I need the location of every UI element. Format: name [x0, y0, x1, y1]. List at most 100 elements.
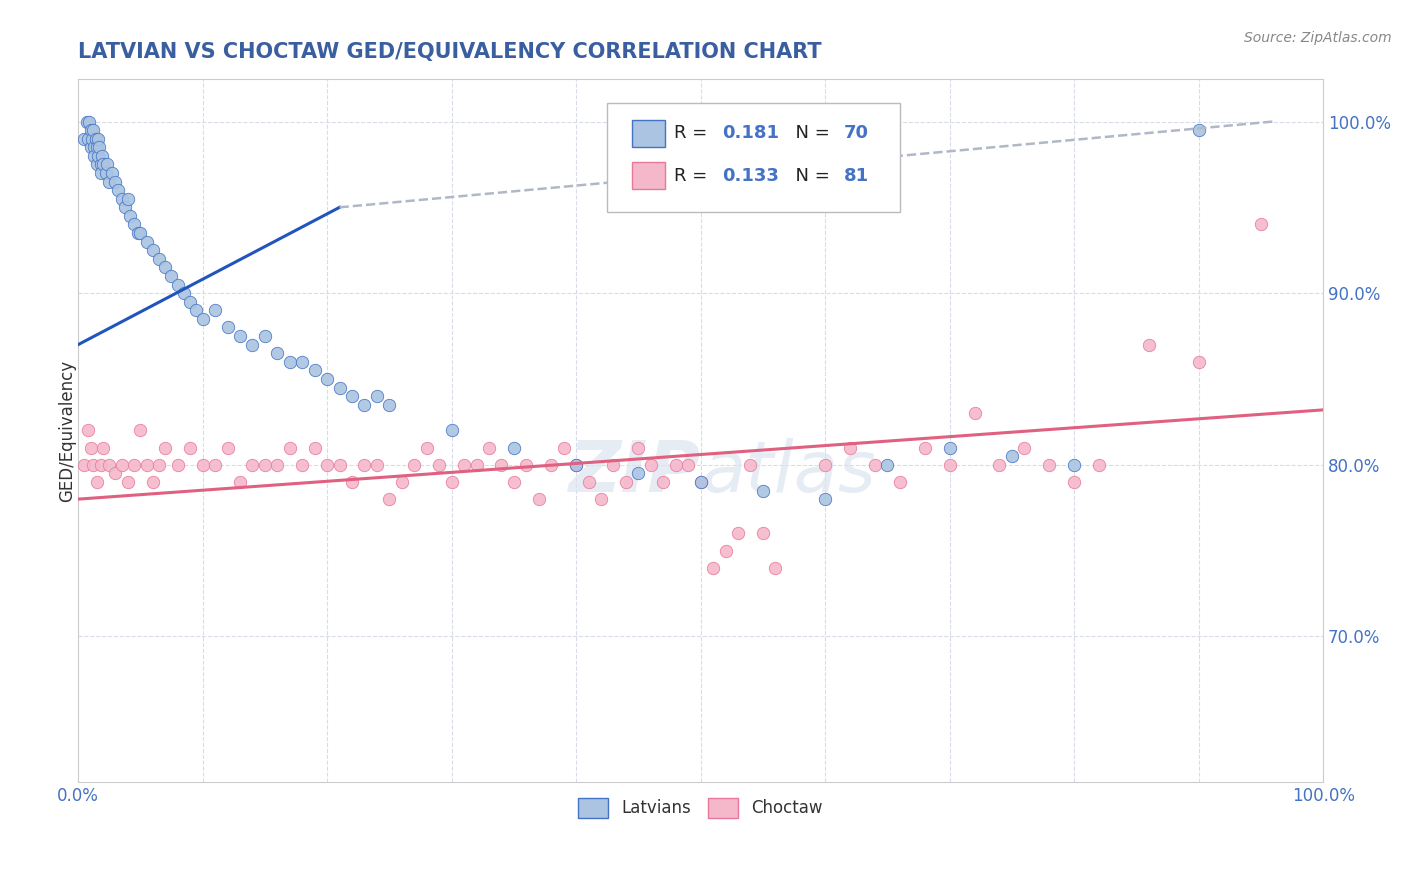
Point [86, 157, 108, 171]
Point [89, 166, 111, 180]
Point [316, 372, 339, 386]
Point [740, 458, 762, 472]
Point [142, 475, 165, 489]
Point [100, 166, 122, 180]
Point [304, 441, 326, 455]
Text: R =: R = [675, 125, 713, 143]
Point [340, 475, 363, 489]
Point [98, 175, 121, 189]
Point [689, 475, 711, 489]
Point [565, 458, 588, 472]
Point [87, 131, 110, 145]
Point [814, 492, 837, 507]
Point [91, 157, 114, 171]
Point [329, 458, 352, 472]
Point [889, 475, 911, 489]
Point [366, 458, 388, 472]
Point [266, 458, 288, 472]
Point [1014, 441, 1036, 455]
Point [135, 235, 157, 249]
Point [89, 140, 111, 154]
Point [79, 140, 101, 154]
Point [353, 458, 375, 472]
Point [77, 131, 100, 145]
Point [727, 526, 749, 541]
Point [173, 286, 195, 301]
Point [73, 458, 96, 472]
Point [229, 329, 252, 343]
Legend: Latvians, Choctaw: Latvians, Choctaw [572, 791, 830, 825]
Point [155, 441, 177, 455]
Point [83, 149, 105, 163]
Point [752, 526, 775, 541]
Text: N =: N = [785, 167, 835, 185]
Point [129, 424, 152, 438]
Point [540, 458, 562, 472]
Point [676, 458, 699, 472]
Point [242, 458, 264, 472]
Point [440, 424, 463, 438]
Point [938, 441, 960, 455]
Point [453, 458, 475, 472]
Point [82, 458, 104, 472]
Y-axis label: GED/Equivalency: GED/Equivalency [58, 359, 76, 501]
Point [589, 492, 612, 507]
Point [391, 475, 413, 489]
Point [86, 140, 108, 154]
Point [94, 166, 117, 180]
Point [329, 380, 352, 394]
Point [404, 458, 426, 472]
Point [914, 441, 936, 455]
Text: atlas: atlas [700, 438, 876, 508]
Point [87, 149, 110, 163]
Point [752, 483, 775, 498]
Point [111, 192, 134, 206]
Point [204, 303, 226, 318]
Point [627, 441, 650, 455]
Point [191, 458, 214, 472]
Point [527, 492, 550, 507]
Point [578, 475, 600, 489]
Point [80, 131, 103, 145]
Point [1188, 355, 1211, 369]
Point [1137, 337, 1160, 351]
Point [160, 268, 183, 283]
Point [79, 114, 101, 128]
Point [614, 475, 637, 489]
Point [502, 441, 524, 455]
Point [73, 131, 96, 145]
Point [229, 475, 252, 489]
Point [104, 467, 127, 481]
Point [378, 492, 401, 507]
Text: N =: N = [785, 125, 835, 143]
Point [77, 424, 100, 438]
Point [253, 458, 276, 472]
Point [98, 458, 121, 472]
Point [217, 441, 239, 455]
Point [291, 458, 314, 472]
Point [627, 467, 650, 481]
Point [82, 123, 104, 137]
Point [204, 458, 226, 472]
Point [1250, 218, 1272, 232]
Point [378, 398, 401, 412]
Bar [633, 162, 665, 189]
Point [91, 441, 114, 455]
Point [104, 175, 127, 189]
Point [304, 363, 326, 377]
Point [602, 458, 624, 472]
Point [491, 458, 513, 472]
Point [689, 475, 711, 489]
Point [90, 149, 112, 163]
Point [253, 329, 276, 343]
Point [89, 458, 111, 472]
Text: 0.133: 0.133 [721, 167, 779, 185]
Point [876, 458, 898, 472]
Point [278, 441, 301, 455]
Point [553, 441, 575, 455]
Point [863, 458, 886, 472]
Point [83, 140, 105, 154]
Point [640, 458, 662, 472]
Point [166, 458, 188, 472]
Point [107, 183, 129, 197]
